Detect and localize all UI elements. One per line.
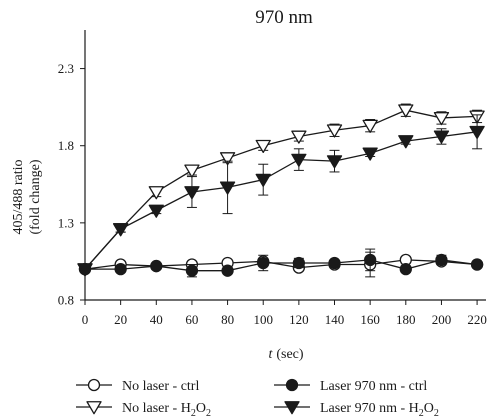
x-tick-label: 140 xyxy=(325,312,345,327)
data-point xyxy=(469,125,485,140)
legend-item-1: No laser - H2O2 xyxy=(76,401,211,418)
plot-area xyxy=(77,103,485,278)
data-point xyxy=(291,130,307,144)
ticks: 0 20 40 60 80 100 120 140 160 180 200 220 0.8 1.3 1.8 2… xyxy=(58,61,487,327)
legend-item-0: No laser - ctrl xyxy=(76,378,199,394)
legend-label-main: No laser - H xyxy=(122,401,191,416)
x-tick-label: 200 xyxy=(432,312,452,327)
x-tick-label: 120 xyxy=(289,312,309,327)
x-tick-label: 60 xyxy=(185,312,198,327)
data-point xyxy=(326,124,343,138)
data-point xyxy=(362,119,378,133)
x-axis-label: t (sec) xyxy=(268,347,303,362)
y-tick-label: 1.8 xyxy=(58,138,74,153)
data-point xyxy=(328,256,341,270)
x-tick-label: 20 xyxy=(114,312,127,327)
legend-item-3: Laser 970 nm - H2O2 xyxy=(274,401,439,418)
y-axis-label: 405/488 ratio (fold change) xyxy=(11,159,43,234)
legend-label-tail: O xyxy=(196,401,206,416)
legend-label-main: No laser - ctrl xyxy=(122,379,199,394)
data-point xyxy=(470,258,484,271)
data-point xyxy=(185,264,199,277)
legend-label: Laser 970 nm - H2O2 xyxy=(320,401,439,418)
data-point xyxy=(184,164,200,178)
y-tick-label: 1.3 xyxy=(58,215,74,230)
data-point xyxy=(184,186,200,200)
legend-label-tail: O xyxy=(424,401,434,416)
data-point xyxy=(148,204,164,218)
data-point xyxy=(326,155,343,169)
legend-marker xyxy=(87,378,101,392)
x-tick-label: 180 xyxy=(396,312,416,327)
data-point xyxy=(77,263,93,277)
x-tick-label: 40 xyxy=(150,312,163,327)
data-point xyxy=(364,253,377,267)
series-3 xyxy=(77,114,485,277)
y-axis-label-line2: (fold change) xyxy=(28,159,43,234)
data-point xyxy=(255,139,271,154)
legend-label-subscript: 2 xyxy=(206,408,211,418)
legend-marker xyxy=(285,378,299,392)
data-point xyxy=(291,153,307,167)
data-point xyxy=(148,186,164,200)
data-point xyxy=(292,256,306,270)
legend-item-2: Laser 970 nm - ctrl xyxy=(274,378,427,394)
x-axis-label-var: t xyxy=(268,347,273,362)
legend-label-main: Laser 970 nm - H xyxy=(320,401,419,416)
series-2 xyxy=(78,248,484,278)
legend-label-subscript: 2 xyxy=(419,408,424,418)
data-point xyxy=(435,253,448,267)
data-point xyxy=(255,173,271,187)
legend-label: No laser - ctrl xyxy=(122,379,199,394)
legend-marker xyxy=(86,401,102,415)
chart-title: 970 nm xyxy=(255,7,313,28)
series-line xyxy=(84,109,478,270)
x-axis-label-unit: (sec) xyxy=(276,347,304,362)
legend-marker xyxy=(284,401,300,415)
data-point xyxy=(150,259,163,273)
data-point xyxy=(257,256,270,270)
data-point xyxy=(398,104,414,118)
axes xyxy=(84,30,486,301)
x-tick-label: 0 xyxy=(82,312,89,327)
y-tick-label: 0.8 xyxy=(58,293,74,308)
data-point xyxy=(399,262,412,276)
legend-label-main: Laser 970 nm - ctrl xyxy=(320,379,427,394)
data-point xyxy=(219,181,236,195)
legend-label-subscript: 2 xyxy=(191,408,196,418)
data-point xyxy=(219,152,236,166)
series-line xyxy=(84,131,478,270)
data-point xyxy=(398,135,414,149)
data-point xyxy=(221,264,234,277)
x-tick-label: 220 xyxy=(467,312,487,327)
x-tick-label: 80 xyxy=(221,312,234,327)
x-tick-label: 100 xyxy=(253,312,273,327)
legend-label: Laser 970 nm - ctrl xyxy=(320,379,427,394)
data-point xyxy=(114,262,127,276)
data-point xyxy=(433,112,450,126)
y-tick-label: 2.3 xyxy=(58,61,74,76)
series-1 xyxy=(77,103,485,277)
legend-label-subscript: 2 xyxy=(434,408,439,418)
data-point xyxy=(433,130,450,144)
y-axis-label-line1: 405/488 ratio xyxy=(11,159,26,234)
data-point xyxy=(112,223,129,237)
data-point xyxy=(362,147,378,161)
legend-label: No laser - H2O2 xyxy=(122,401,211,418)
x-tick-label: 160 xyxy=(360,312,380,327)
